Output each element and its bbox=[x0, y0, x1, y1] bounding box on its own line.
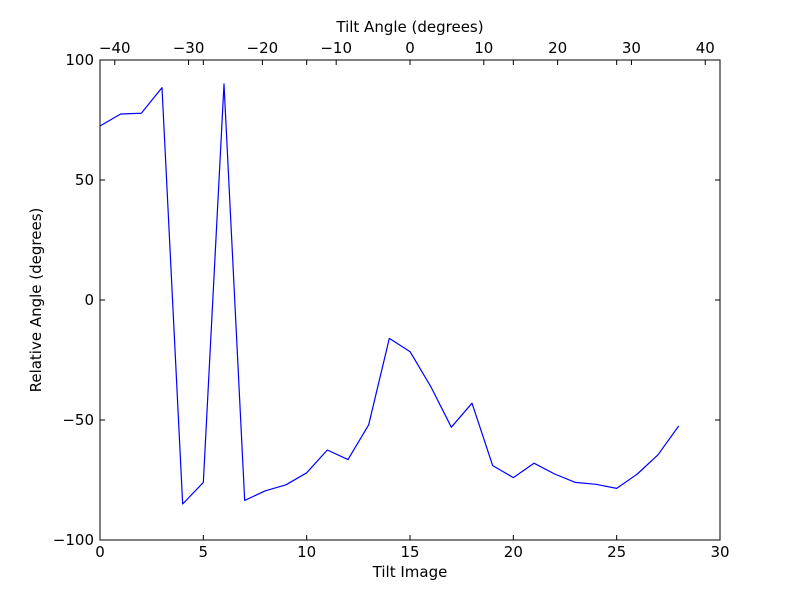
plot-frame bbox=[99, 59, 721, 541]
x-tick-label: 20 bbox=[504, 543, 523, 561]
y-axis-label: Relative Angle (degrees) bbox=[27, 208, 45, 393]
x-tick-label: 15 bbox=[400, 543, 419, 561]
top-x-tick-label: 20 bbox=[548, 39, 567, 57]
y-tick-label: −100 bbox=[53, 531, 94, 549]
y-tick-label: 50 bbox=[75, 171, 94, 189]
series-layer bbox=[99, 83, 680, 505]
y-tick-label: 0 bbox=[84, 291, 94, 309]
top-x-tick-label: 30 bbox=[622, 39, 641, 57]
y-tick-label: −50 bbox=[62, 411, 94, 429]
x-axis-label: Tilt Image bbox=[372, 563, 448, 581]
x-tick-label: 30 bbox=[710, 543, 729, 561]
series-line-0 bbox=[99, 83, 680, 505]
top-x-tick-label: −30 bbox=[173, 39, 205, 57]
top-x-tick-label: −10 bbox=[320, 39, 352, 57]
x-tick-label: 0 bbox=[95, 543, 105, 561]
top-x-axis-label: Tilt Angle (degrees) bbox=[335, 18, 483, 36]
y-tick-label: 100 bbox=[65, 51, 94, 69]
top-x-tick-label: 40 bbox=[696, 39, 715, 57]
top-x-tick-label: −40 bbox=[99, 39, 131, 57]
x-tick-label: 10 bbox=[297, 543, 316, 561]
top-x-tick-label: −20 bbox=[247, 39, 279, 57]
top-x-tick-label: 10 bbox=[474, 39, 493, 57]
x-tick-label: 25 bbox=[607, 543, 626, 561]
top-x-tick-label: 0 bbox=[405, 39, 415, 57]
x-tick-label: 5 bbox=[199, 543, 209, 561]
